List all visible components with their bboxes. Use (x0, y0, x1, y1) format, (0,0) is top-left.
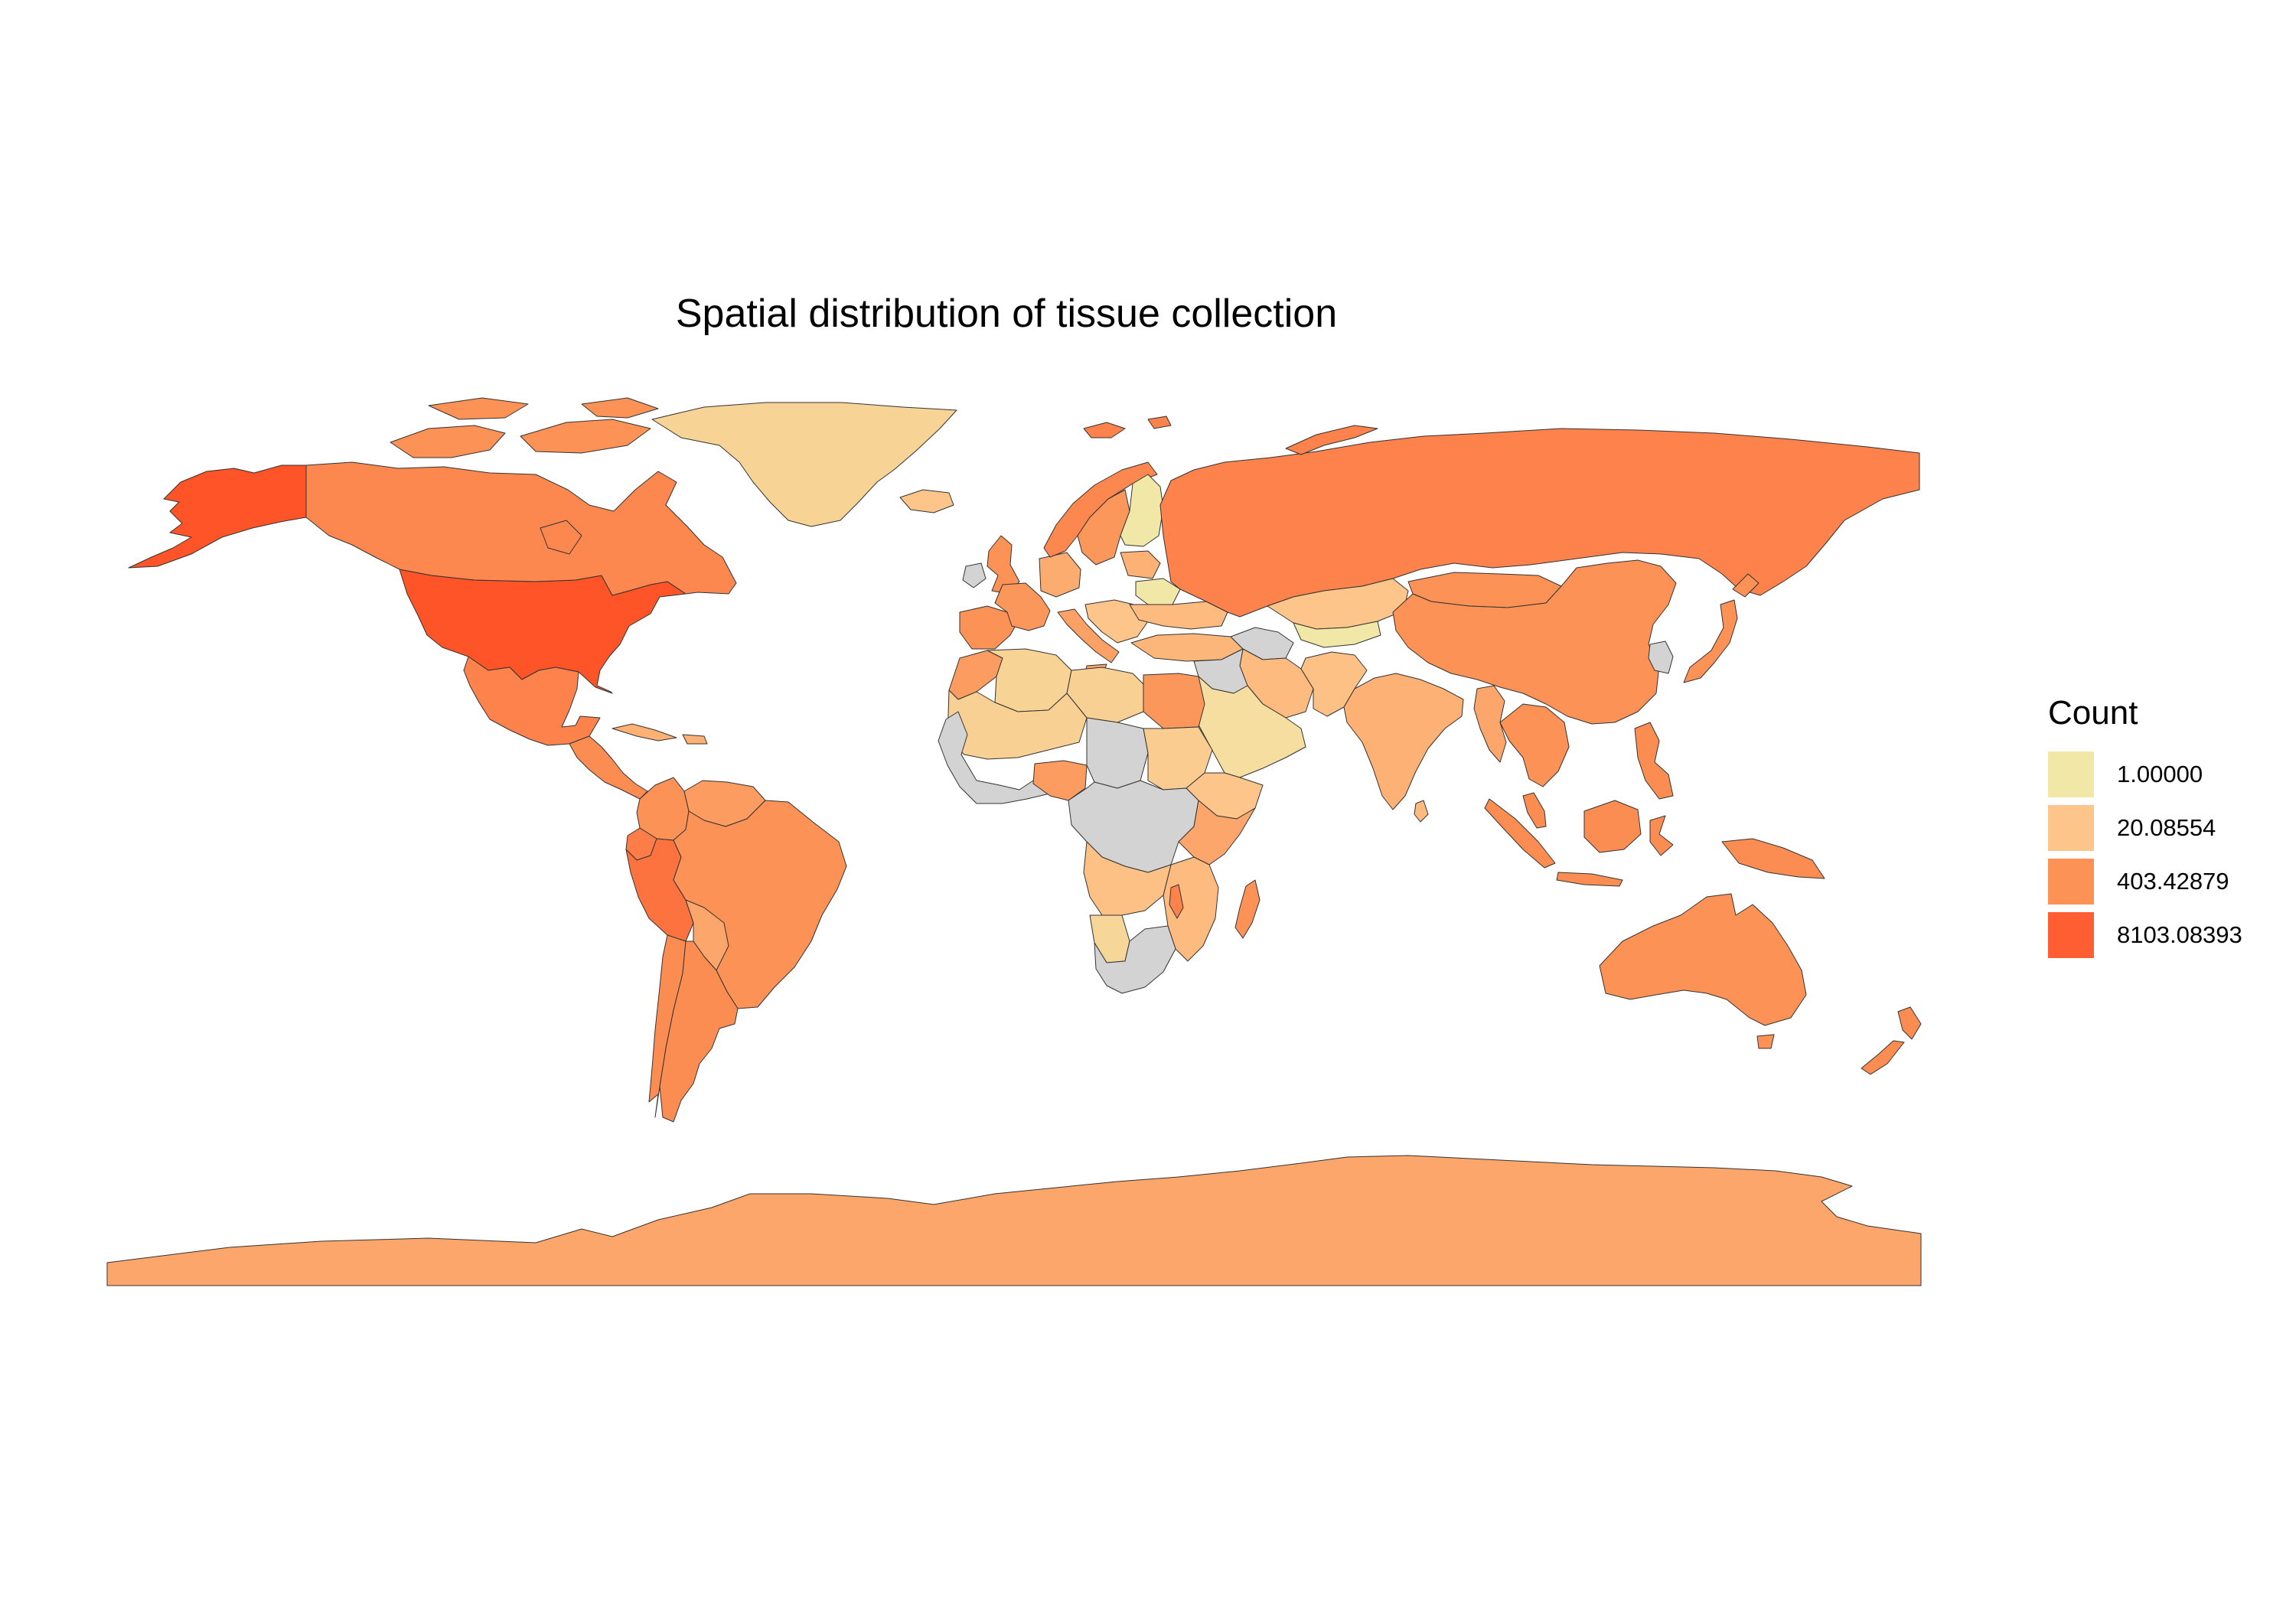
legend-item-2: 20.08554 (2048, 804, 2278, 852)
legend-item-4: 8103.08393 (2048, 911, 2278, 960)
region-ireland (962, 562, 987, 588)
legend-swatch (2048, 751, 2094, 797)
region-chad (1086, 717, 1149, 789)
region-sulawesi (1649, 815, 1674, 856)
region-canada (305, 461, 737, 596)
region-borneo (1583, 800, 1642, 853)
legend-swatch (2048, 805, 2094, 851)
region-greenland (651, 402, 957, 527)
legend-swatch (2048, 912, 2094, 958)
legend-swatch (2048, 859, 2094, 905)
map-regions (106, 397, 1922, 1286)
map-title: Spatial distribution of tissue collectio… (675, 292, 1338, 336)
region-nz-north (1897, 1006, 1922, 1040)
legend-title: Count (2048, 694, 2138, 732)
legend-item-3: 403.42879 (2048, 857, 2278, 906)
region-australia (1599, 893, 1807, 1026)
region-philippines (1634, 722, 1674, 800)
region-sri-lanka (1414, 800, 1429, 823)
legend-label: 20.08554 (2117, 814, 2216, 841)
region-svalbard (1083, 416, 1172, 438)
region-japan (1683, 573, 1760, 683)
region-new-guinea (1721, 838, 1825, 879)
region-novaya-zemlya (1285, 425, 1378, 455)
region-caspian-area (1293, 621, 1381, 648)
region-cuba (612, 723, 708, 745)
region-antarctica (106, 1155, 1922, 1286)
region-nz-south (1861, 1040, 1905, 1075)
region-argentina (659, 940, 739, 1123)
legend-label: 403.42879 (2117, 868, 2229, 895)
region-east-africa (1178, 800, 1256, 865)
region-iceland (899, 489, 954, 513)
region-sumatra (1484, 798, 1556, 869)
region-arabia (1182, 676, 1306, 778)
region-egypt (1143, 673, 1205, 729)
region-france (994, 582, 1051, 631)
region-central-america (569, 735, 648, 800)
region-indochina (1499, 703, 1570, 787)
region-baltics (1120, 550, 1161, 579)
region-india (1343, 673, 1464, 810)
region-alaska (128, 464, 307, 569)
legend-item-1: 1.00000 (2048, 750, 2278, 799)
region-angola-zambia (1083, 841, 1172, 916)
region-iberia (959, 605, 1019, 650)
legend-label: 1.00000 (2117, 761, 2203, 787)
region-south-africa (1094, 925, 1176, 994)
region-malaysia (1522, 792, 1547, 829)
region-germany (1039, 552, 1081, 598)
region-java (1556, 872, 1623, 887)
legend-label: 8103.08393 (2117, 921, 2242, 948)
region-malawi (1169, 884, 1184, 919)
region-mexico (463, 656, 601, 746)
region-arctic-islands (390, 397, 659, 458)
region-korea (1648, 641, 1674, 674)
region-balkans (1084, 599, 1149, 644)
region-finland (1120, 474, 1164, 547)
region-tasmania (1756, 1034, 1775, 1049)
legend: Count 1.00000 20.08554 403.42879 8103.08… (2048, 693, 2278, 964)
region-tanzania-moz (1163, 856, 1219, 962)
region-nigeria (1032, 760, 1088, 801)
region-madagascar (1234, 879, 1261, 939)
region-ukraine (1129, 601, 1228, 630)
region-myanmar (1473, 685, 1507, 763)
